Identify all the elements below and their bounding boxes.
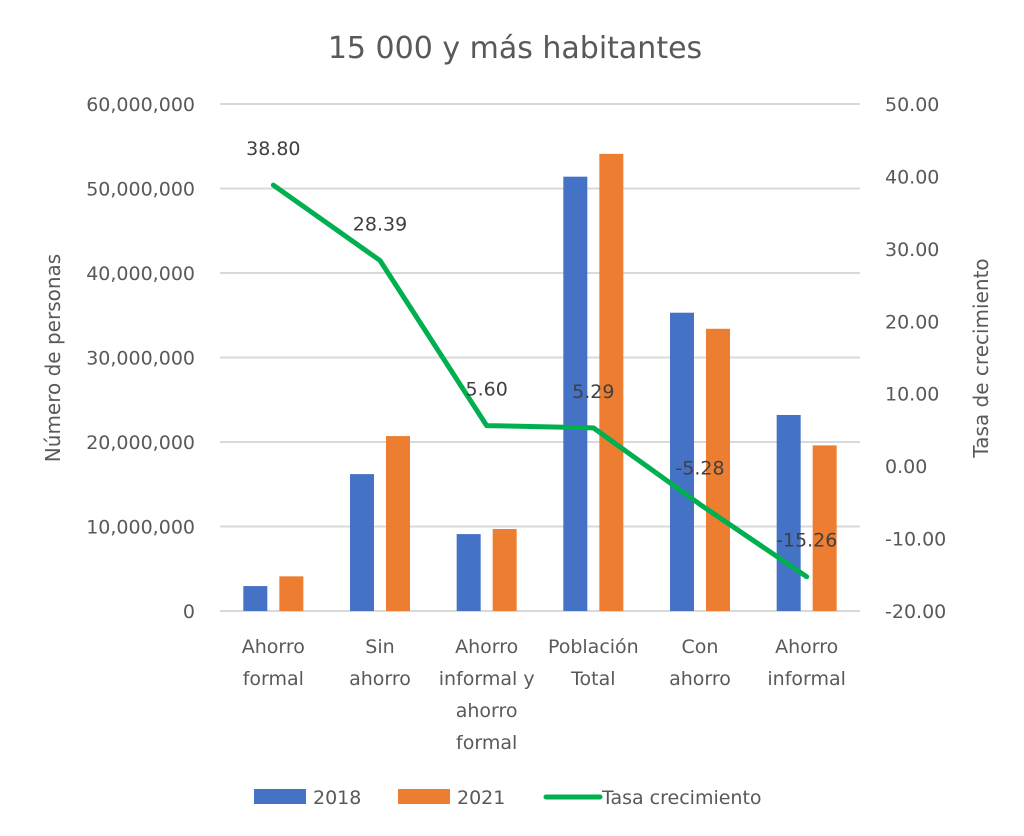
- data-labels: 38.80 28.39 5.60 5.29 -5.28 -15.26: [246, 138, 837, 552]
- legend-swatch-2021: [398, 789, 450, 804]
- category-label: informal y: [439, 668, 535, 690]
- bar-2018: [776, 414, 801, 611]
- left-tick-label: 50,000,000: [86, 179, 195, 201]
- bar-2021: [812, 445, 837, 611]
- right-tick-label: 0.00: [885, 456, 927, 478]
- growth-line: [270, 182, 810, 580]
- bar-2018: [563, 176, 588, 612]
- right-tick-label: 10.00: [885, 384, 939, 406]
- right-tick-label: 40.00: [885, 166, 939, 188]
- category-labels: Ahorro formal Sin ahorro Ahorro informal y aho…: [242, 636, 846, 754]
- bar-2018: [670, 312, 694, 611]
- bar-2018: [350, 474, 374, 611]
- data-label: 28.39: [353, 214, 407, 236]
- data-label: 5.29: [572, 381, 614, 403]
- bar-2021: [599, 153, 624, 612]
- left-tick-label: 40,000,000: [86, 263, 195, 285]
- category-label: formal: [456, 732, 517, 754]
- data-label: 5.60: [466, 379, 508, 401]
- left-tick-label: 0: [183, 601, 195, 623]
- bar-2018: [243, 586, 268, 611]
- gridlines: [220, 103, 860, 612]
- bar-2021: [279, 576, 304, 611]
- left-tick-label: 30,000,000: [86, 348, 195, 370]
- right-tick-label: 50.00: [885, 94, 939, 116]
- legend-swatch-2018: [254, 789, 306, 804]
- right-tick-label: -20.00: [885, 601, 946, 623]
- category-label: Ahorro: [455, 636, 518, 658]
- category-label: Ahorro: [242, 636, 305, 658]
- data-label: -5.28: [675, 457, 724, 479]
- left-tick-label: 60,000,000: [86, 94, 195, 116]
- category-label: ahorro: [456, 700, 518, 722]
- right-tick-label: 30.00: [885, 239, 939, 261]
- left-axis-ticks: 0 10,000,000 20,000,000 30,000,000 40,000,00…: [86, 94, 195, 623]
- right-tick-label: -10.00: [885, 529, 946, 551]
- bar-2018: [456, 534, 481, 611]
- category-label: formal: [243, 668, 304, 690]
- data-label: 38.80: [246, 138, 300, 160]
- category-label: Total: [570, 668, 615, 690]
- tasa-crecimiento-line: [270, 182, 810, 580]
- bar-2021: [706, 328, 730, 611]
- legend-label-2021: 2021: [457, 787, 505, 809]
- category-label: ahorro: [669, 668, 731, 690]
- chart-title: 15 000 y más habitantes: [328, 31, 702, 66]
- left-axis-title: Número de personas: [41, 254, 65, 462]
- category-label: Población: [548, 636, 639, 658]
- data-label: -15.26: [776, 530, 837, 552]
- category-label: Sin: [365, 636, 394, 658]
- legend-label-2018: 2018: [313, 787, 361, 809]
- right-tick-label: 20.00: [885, 311, 939, 333]
- legend-label-tasa: Tasa crecimiento: [601, 787, 762, 809]
- category-label: Con: [682, 636, 719, 658]
- right-axis-title: Tasa de crecimiento: [969, 258, 993, 458]
- category-label: informal: [767, 668, 846, 690]
- left-tick-label: 10,000,000: [86, 517, 195, 539]
- bars: [243, 153, 837, 612]
- bar-2021: [492, 529, 517, 611]
- category-label: Ahorro: [775, 636, 838, 658]
- left-tick-label: 20,000,000: [86, 432, 195, 454]
- bar-2021: [386, 436, 410, 611]
- right-axis-ticks: -20.00 -10.00 0.00 10.00 20.00 30.00 40.00 50.0…: [885, 94, 946, 623]
- legend: 2018 2021 Tasa crecimiento: [254, 787, 762, 809]
- category-label: ahorro: [349, 668, 411, 690]
